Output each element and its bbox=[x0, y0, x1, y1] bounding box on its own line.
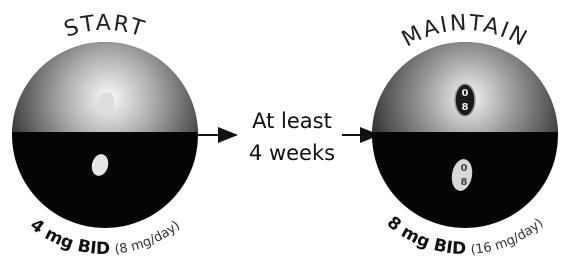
imprint: 0 bbox=[462, 88, 469, 99]
transition-line1: At least bbox=[252, 109, 332, 133]
start-label: START bbox=[61, 11, 148, 43]
imprint: 8 bbox=[461, 177, 468, 188]
maintain-circle: 0 8 0 8 bbox=[372, 42, 558, 228]
transition-line2: 4 weeks bbox=[249, 141, 335, 165]
imprint: 0 bbox=[461, 163, 468, 174]
start-circle bbox=[12, 42, 198, 228]
imprint: 8 bbox=[462, 102, 469, 113]
diagram: START 4 mg BID (8 mg/day) At least 4 wee… bbox=[0, 0, 562, 256]
